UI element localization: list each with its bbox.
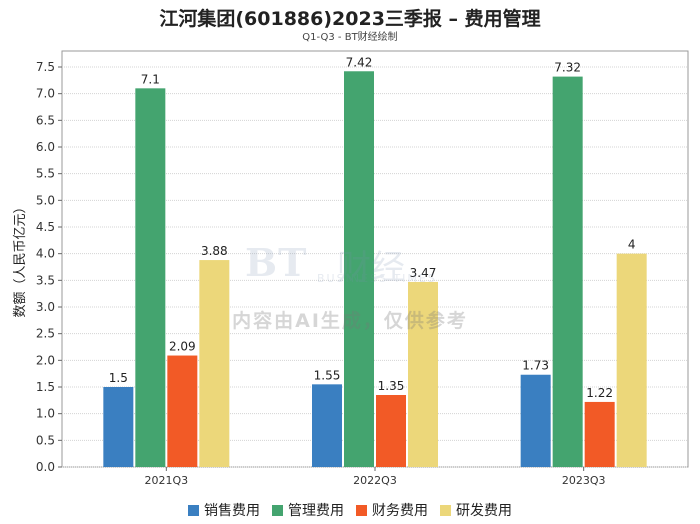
- legend-item: 研发费用: [440, 500, 512, 520]
- watermark-en: BUSINESS TIMES: [317, 272, 437, 285]
- data-label: 7.42: [346, 55, 373, 69]
- bar: [312, 384, 342, 467]
- data-label: 2.09: [169, 340, 196, 354]
- legend-label: 管理费用: [288, 503, 344, 519]
- legend-item: 销售费用: [188, 500, 260, 520]
- watermark-cn: 财经: [337, 248, 405, 288]
- data-label: 7.32: [554, 61, 581, 75]
- bar: [552, 76, 583, 467]
- bar: [344, 71, 374, 468]
- ai-disclaimer: 内容由AI生成，仅供参考: [232, 310, 468, 332]
- y-tick-label: 0.5: [36, 433, 55, 447]
- y-tick-label: 7.0: [36, 87, 55, 101]
- x-tick-label: 2021Q3: [145, 474, 189, 487]
- legend-item: 管理费用: [272, 500, 344, 520]
- bar: [408, 281, 438, 467]
- legend-swatch: [356, 504, 367, 516]
- legend-label: 销售费用: [204, 503, 260, 519]
- chart-subtitle: Q1-Q3 - BT财经绘制: [302, 32, 398, 43]
- data-label: 7.1: [141, 72, 160, 86]
- bar: [135, 88, 166, 467]
- y-tick-label: 4.0: [36, 247, 55, 261]
- y-tick-label: 0.0: [36, 460, 55, 474]
- y-tick-label: 4.5: [36, 220, 55, 234]
- y-tick-label: 7.5: [36, 60, 55, 74]
- y-tick-label: 2.5: [36, 327, 55, 341]
- legend-item: 财务费用: [356, 500, 428, 520]
- legend-label: 研发费用: [456, 503, 512, 519]
- y-tick-label: 6.0: [36, 140, 55, 154]
- data-label: 1.55: [314, 368, 341, 382]
- bar: [103, 387, 134, 467]
- bar: [167, 355, 198, 467]
- legend-label: 财务费用: [372, 503, 428, 519]
- y-tick-label: 3.0: [36, 300, 55, 314]
- data-label: 3.47: [410, 266, 437, 280]
- legend-swatch: [272, 504, 283, 516]
- data-label: 4: [628, 238, 636, 252]
- data-label: 1.35: [378, 379, 405, 393]
- bar: [520, 374, 551, 467]
- chart-title: 江河集团(601886)2023三季报 – 费用管理: [159, 8, 541, 30]
- bar: [199, 260, 230, 467]
- x-tick-label: 2023Q3: [562, 474, 606, 487]
- watermark: BT 财经 BUSINESS TIMES: [245, 238, 475, 288]
- y-tick-label: 1.0: [36, 407, 55, 421]
- y-tick-label: 2.0: [36, 353, 55, 367]
- legend-swatch: [188, 504, 199, 516]
- x-tick-label: 2022Q3: [353, 474, 397, 487]
- bar: [584, 401, 615, 467]
- data-label: 3.88: [201, 244, 228, 258]
- y-tick-label: 5.0: [36, 193, 55, 207]
- y-tick-label: 6.5: [36, 113, 55, 127]
- watermark-logo: BT: [245, 240, 308, 285]
- y-tick-label: 3.5: [36, 273, 55, 287]
- y-tick-label: 5.5: [36, 167, 55, 181]
- legend-swatch: [440, 504, 451, 516]
- data-label: 1.22: [586, 386, 613, 400]
- bar: [376, 395, 406, 467]
- bar: [616, 253, 647, 467]
- data-label: 1.73: [522, 359, 549, 373]
- y-axis-label: 数额（人民币亿元）: [13, 200, 28, 317]
- data-label: 1.5: [109, 371, 128, 385]
- legend: 销售费用 管理费用 财务费用 研发费用: [0, 500, 700, 520]
- y-tick-label: 1.5: [36, 380, 55, 394]
